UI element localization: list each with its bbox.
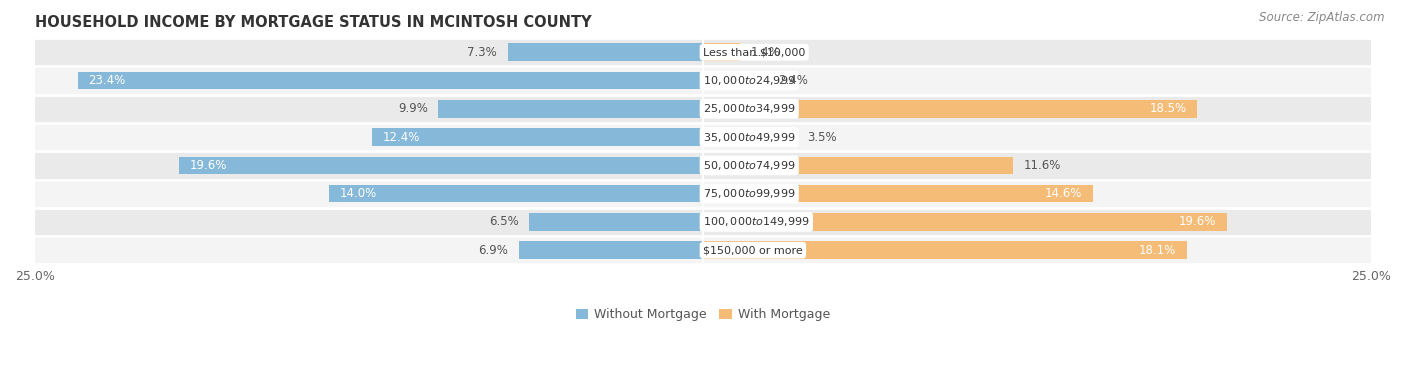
Text: $150,000 or more: $150,000 or more — [703, 245, 803, 255]
Bar — [35, 208, 1371, 236]
Bar — [703, 43, 741, 61]
Bar — [179, 156, 703, 174]
Text: HOUSEHOLD INCOME BY MORTGAGE STATUS IN MCINTOSH COUNTY: HOUSEHOLD INCOME BY MORTGAGE STATUS IN M… — [35, 15, 592, 30]
Text: 19.6%: 19.6% — [1178, 215, 1216, 228]
Text: 3.5%: 3.5% — [807, 130, 837, 144]
Text: 14.0%: 14.0% — [340, 187, 377, 200]
Text: 14.6%: 14.6% — [1045, 187, 1083, 200]
Text: 7.3%: 7.3% — [467, 46, 498, 59]
Text: $25,000 to $34,999: $25,000 to $34,999 — [703, 102, 796, 115]
Bar — [703, 156, 1012, 174]
Text: Less than $10,000: Less than $10,000 — [703, 47, 806, 57]
Text: Source: ZipAtlas.com: Source: ZipAtlas.com — [1260, 11, 1385, 24]
Text: 18.5%: 18.5% — [1150, 102, 1187, 115]
Bar — [371, 128, 703, 146]
Bar — [508, 43, 703, 61]
Legend: Without Mortgage, With Mortgage: Without Mortgage, With Mortgage — [575, 308, 831, 322]
Text: 2.4%: 2.4% — [778, 74, 807, 87]
Text: 11.6%: 11.6% — [1024, 159, 1062, 172]
Bar — [35, 236, 1371, 264]
Bar — [35, 179, 1371, 208]
Bar — [35, 151, 1371, 179]
Bar — [35, 123, 1371, 151]
Text: $75,000 to $99,999: $75,000 to $99,999 — [703, 187, 796, 200]
Text: 19.6%: 19.6% — [190, 159, 228, 172]
Bar — [519, 241, 703, 259]
Text: 23.4%: 23.4% — [89, 74, 125, 87]
Bar — [35, 66, 1371, 95]
Bar — [703, 100, 1198, 118]
Bar — [35, 95, 1371, 123]
Bar — [77, 72, 703, 89]
Text: 6.9%: 6.9% — [478, 244, 508, 257]
Bar — [703, 185, 1092, 202]
Text: $100,000 to $149,999: $100,000 to $149,999 — [703, 215, 810, 228]
Text: 6.5%: 6.5% — [489, 215, 519, 228]
Text: $35,000 to $49,999: $35,000 to $49,999 — [703, 130, 796, 144]
Bar — [439, 100, 703, 118]
Text: $10,000 to $24,999: $10,000 to $24,999 — [703, 74, 796, 87]
Text: 12.4%: 12.4% — [382, 130, 420, 144]
Bar — [703, 72, 768, 89]
Text: $50,000 to $74,999: $50,000 to $74,999 — [703, 159, 796, 172]
Text: 9.9%: 9.9% — [398, 102, 427, 115]
Text: 18.1%: 18.1% — [1139, 244, 1175, 257]
Bar — [703, 213, 1227, 231]
Bar — [329, 185, 703, 202]
Bar — [703, 241, 1187, 259]
Bar — [529, 213, 703, 231]
Bar — [703, 128, 797, 146]
Bar — [35, 38, 1371, 66]
Text: 1.4%: 1.4% — [751, 46, 780, 59]
